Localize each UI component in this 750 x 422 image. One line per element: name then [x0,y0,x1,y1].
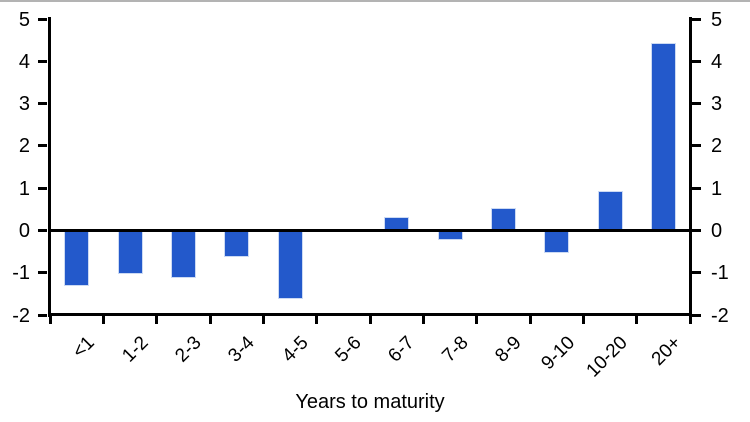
y-tick-label-left: 2 [18,135,30,158]
x-axis [48,313,692,316]
y-tick-left [38,229,47,232]
y-tick-label-right: -2 [711,304,729,327]
x-category-label: 20+ [647,332,686,370]
x-tick [581,316,585,324]
x-tick [101,316,105,324]
zero-baseline [50,229,690,232]
x-tick [208,316,212,324]
y-tick-right [692,144,701,148]
y-tick-right [692,313,701,317]
top-border-line [0,0,750,2]
bar-7-8 [438,230,462,239]
bar-4-5 [278,230,302,299]
y-axis-right [689,17,692,317]
x-category-label: 3-4 [224,332,259,367]
y-tick-label-right: 4 [711,50,723,73]
bar-1-2 [118,230,142,273]
bar-10-20 [598,192,622,231]
y-tick-left [38,313,47,317]
x-tick [688,316,692,324]
x-category-label: 5-6 [331,332,366,367]
bar-3-4 [225,230,249,256]
x-tick [48,316,52,324]
y-tick-label-right: 2 [711,135,723,158]
x-category-label: 1-2 [117,332,153,367]
plot-area [50,17,690,316]
y-tick-label-left: 1 [18,177,30,200]
y-tick-label-right: 1 [711,177,723,200]
y-tick-right [692,102,701,106]
bar-6-7 [385,217,409,231]
x-category-label: 6-7 [384,332,419,367]
bar-<1 [65,230,89,286]
bar-9-10 [545,230,569,252]
y-tick-left [38,144,47,148]
y-tick-right [692,59,701,63]
x-category-label: <1 [68,332,99,363]
y-tick-left [38,186,47,190]
x-tick [261,316,265,324]
y-tick-right [692,186,701,190]
y-axis-left [48,17,51,317]
y-tick-label-left: 5 [18,8,30,31]
x-tick [475,316,479,324]
x-category-label: 2-3 [171,332,206,367]
x-category-label: 9-10 [537,332,579,375]
x-tick [421,316,425,324]
y-tick-label-right: -1 [711,262,729,285]
x-tick [155,316,159,324]
y-tick-label-left: 4 [18,50,30,73]
x-tick [528,316,532,324]
x-category-label: 8-9 [491,332,526,367]
bar-2-3 [171,230,195,278]
x-category-label: 10-20 [582,332,633,382]
y-tick-label-right: 5 [711,8,723,31]
y-tick-right [692,17,701,21]
y-tick-right [692,229,701,232]
y-tick-right [692,271,701,275]
y-tick-left [38,271,47,275]
y-tick-label-right: 0 [711,220,723,242]
y-tick-label-right: 3 [711,93,723,116]
bar-8-9 [491,209,515,231]
x-tick [635,316,639,324]
y-tick-left [38,59,47,63]
y-tick-left [38,102,47,106]
x-tick [368,316,372,324]
x-axis-title: Years to maturity [295,391,445,413]
y-tick-label-left: -2 [12,304,30,327]
bar-20+ [651,44,675,231]
x-tick [315,316,319,324]
x-category-label: 7-8 [437,332,473,367]
x-category-label: 4-5 [277,332,313,367]
y-tick-label-left: -1 [12,262,30,285]
y-tick-label-left: 0 [18,220,30,242]
y-tick-left [38,17,47,21]
y-tick-label-left: 3 [18,93,30,116]
